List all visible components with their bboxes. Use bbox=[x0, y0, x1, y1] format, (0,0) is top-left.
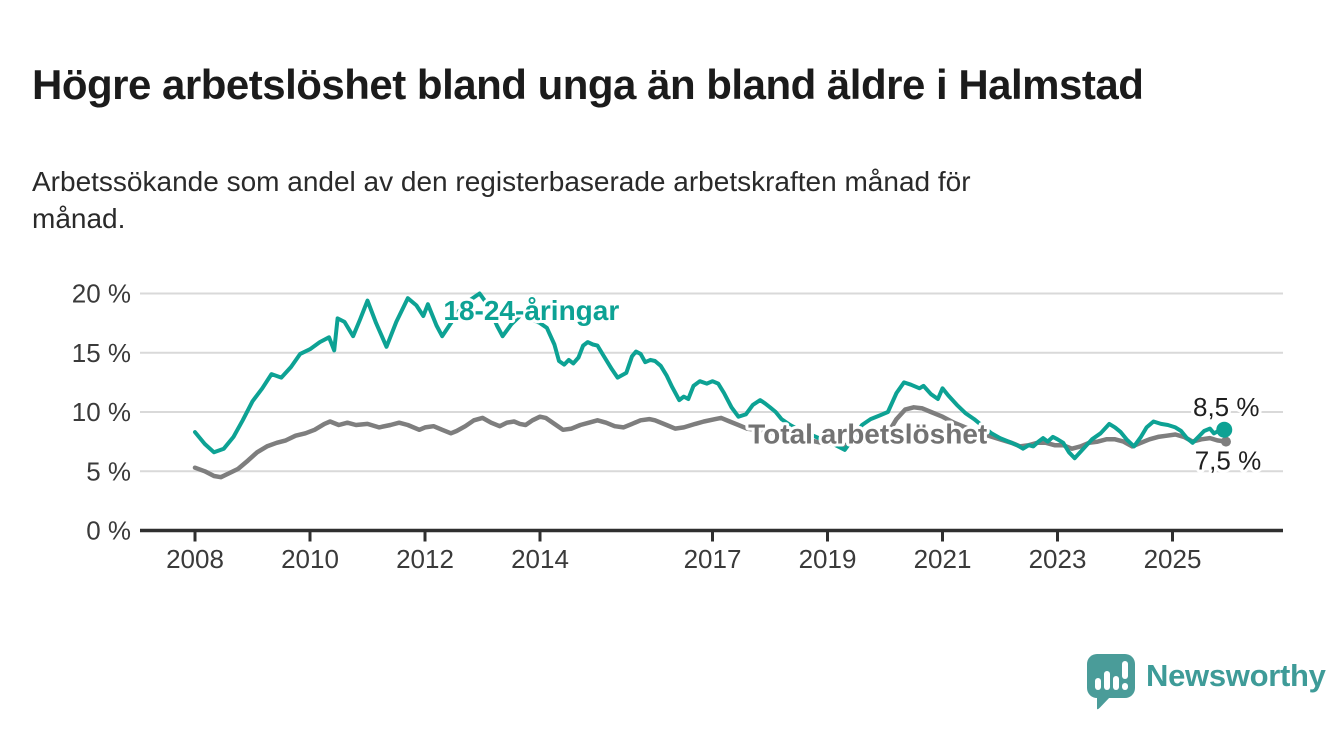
x-tick-label: 2017 bbox=[684, 544, 742, 574]
series-label: Total arbetslöshet bbox=[748, 418, 987, 449]
series-line-total bbox=[192, 405, 1229, 480]
end-value-label: 8,5 % bbox=[1193, 392, 1260, 422]
y-tick-label: 5 % bbox=[86, 456, 131, 486]
x-tick-label: 2025 bbox=[1144, 544, 1202, 574]
newsworthy-logo-icon bbox=[1085, 652, 1137, 715]
x-tick-label: 2021 bbox=[914, 544, 972, 574]
x-tick-label: 2014 bbox=[511, 544, 569, 574]
y-axis-labels: 0 % 5 % 10 % 15 % 20 % bbox=[72, 279, 131, 546]
chart-subtitle: Arbetssökande som andel av den registerb… bbox=[32, 166, 971, 234]
series-line-youth bbox=[193, 291, 1227, 461]
newsworthy-brand: Newsworthy bbox=[1085, 652, 1326, 715]
x-tick-label: 2008 bbox=[166, 544, 224, 574]
y-tick-label: 15 % bbox=[72, 338, 131, 368]
y-tick-label: 20 % bbox=[72, 279, 131, 309]
end-value-label: 7,5 % bbox=[1195, 446, 1262, 476]
x-tick-label: 2012 bbox=[396, 544, 454, 574]
page-title: Högre arbetslöshet bland unga än bland ä… bbox=[32, 61, 1144, 109]
y-tick-label: 10 % bbox=[72, 397, 131, 427]
y-tick-label: 0 % bbox=[86, 516, 131, 546]
x-tick-label: 2023 bbox=[1029, 544, 1087, 574]
y-gridlines bbox=[140, 292, 1283, 473]
newsworthy-brand-text: Newsworthy bbox=[1146, 658, 1326, 693]
x-axis: 2008 2010 2012 2014 2017 2019 2021 2023 2025 bbox=[140, 528, 1283, 574]
x-tick-label: 2019 bbox=[799, 544, 857, 574]
series-label: 18-24-åringar bbox=[443, 295, 619, 326]
series-end-dot bbox=[1216, 421, 1233, 438]
x-tick-label: 2010 bbox=[281, 544, 339, 574]
series-end-dot bbox=[1220, 436, 1231, 447]
